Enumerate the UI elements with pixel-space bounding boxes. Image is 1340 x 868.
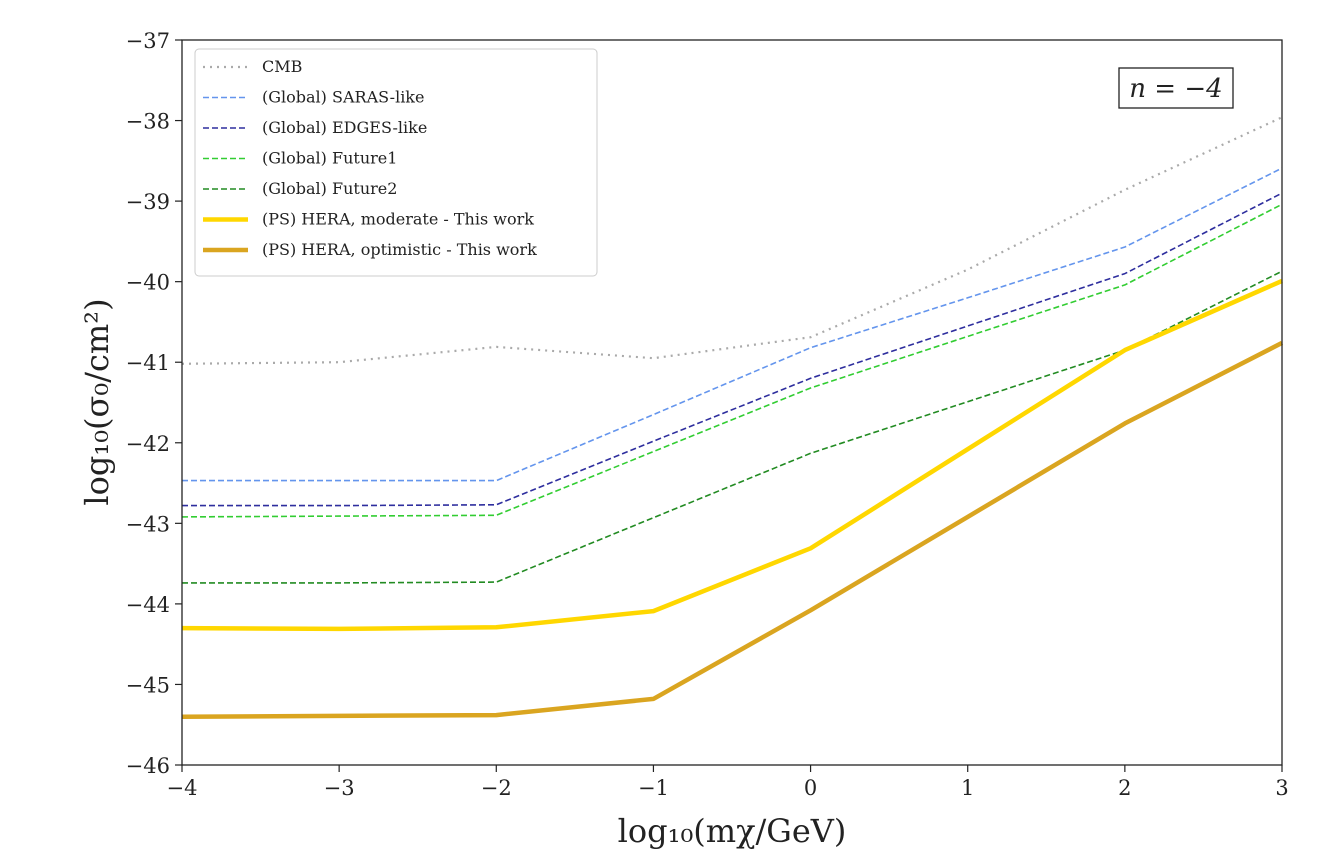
y-tick-label: −45 [126, 673, 170, 697]
x-tick-label: −1 [638, 776, 669, 800]
series-line-2 [182, 192, 1283, 507]
plot-frame [181, 39, 1283, 766]
legend-label-2: (Global) EDGES-like [262, 118, 427, 137]
legend-label-4: (Global) Future2 [262, 179, 397, 198]
series-line-4 [182, 270, 1283, 584]
legend-label-1: (Global) SARAS-like [262, 88, 424, 107]
x-tick-label: 0 [804, 776, 817, 800]
annotation-box: n = −4 [1118, 67, 1234, 109]
y-axis-label: log₁₀(σ₀/cm²) [78, 298, 116, 505]
series-line-0 [181, 116, 1283, 365]
y-tick-label: −41 [126, 351, 170, 375]
x-tick-label: −4 [167, 776, 198, 800]
series-line-1 [182, 167, 1283, 482]
annotation-text: n = −4 [1129, 74, 1222, 104]
series-line-5 [181, 278, 1283, 632]
legend: CMB (Global) SARAS-like (Global) EDGES-lik… [194, 48, 598, 277]
legend-label-5: (PS) HERA, moderate - This work [262, 210, 534, 229]
legend-label-3: (Global) Future1 [262, 149, 397, 168]
legend-label-0: CMB [262, 57, 302, 76]
y-tick-label: −40 [126, 271, 170, 295]
y-tick-label: −44 [126, 593, 170, 617]
x-tick-label: 3 [1275, 776, 1288, 800]
legend-label-6: (PS) HERA, optimistic - This work [262, 240, 537, 259]
y-tick-label: −46 [126, 754, 170, 778]
x-tick-label: 2 [1118, 776, 1131, 800]
y-tick-label: −39 [126, 190, 170, 214]
y-tick-label: −38 [126, 110, 170, 134]
x-tick-label: 1 [961, 776, 974, 800]
axis-ticks: −4 −3 −2 −1 0 1 2 3 −46 −45 −44 −43 −42 −41 −40 −39 −38 −… [126, 29, 1289, 800]
y-tick-label: −43 [126, 512, 170, 536]
x-tick-label: −2 [481, 776, 512, 800]
y-tick-label: −42 [126, 432, 170, 456]
series-lines [181, 116, 1284, 719]
x-tick-label: −3 [324, 776, 355, 800]
series-line-3 [181, 203, 1283, 518]
legend-box [194, 48, 598, 277]
series-line-6 [181, 340, 1284, 719]
x-axis-label: log₁₀(mχ/GeV) [618, 812, 847, 850]
y-tick-label: −37 [126, 29, 170, 53]
